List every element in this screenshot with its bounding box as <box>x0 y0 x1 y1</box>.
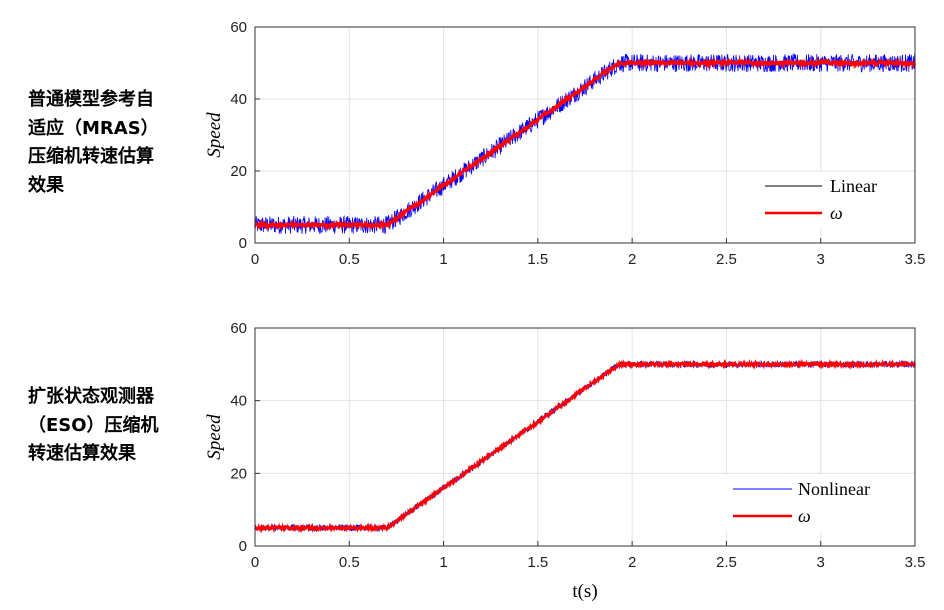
legend-box <box>726 475 910 531</box>
chart-top: 0 0.5 1 1.5 2 2.5 3 3.5 0 20 40 60 <box>230 19 925 268</box>
y-axis-label: Speed <box>204 112 225 158</box>
legend-top: Linear ω <box>758 172 908 228</box>
y-tick-label: 0 <box>239 235 247 252</box>
caption-line: 压缩机转速估算 <box>28 146 154 167</box>
series-omega <box>254 56 917 232</box>
x-tick-label: 3 <box>817 554 825 571</box>
y-tick-label: 40 <box>230 393 247 410</box>
x-tick-label: 3 <box>817 251 825 268</box>
y-tick-label: 60 <box>230 320 247 337</box>
x-tick-label: 0 <box>251 251 259 268</box>
x-tick-label: 0.5 <box>339 554 360 571</box>
caption-line: 普通模型参考自 <box>28 89 154 110</box>
x-tick-label: 1 <box>439 554 447 571</box>
x-tick-label: 2.5 <box>716 554 737 571</box>
y-tick-label: 0 <box>239 538 247 555</box>
x-tick-label: 2 <box>628 251 636 268</box>
x-tick-label: 1.5 <box>527 554 548 571</box>
x-tick-label: 3.5 <box>905 554 926 571</box>
caption-bottom: 扩张状态观测器 （ESO）压缩机 转速估算效果 <box>28 383 159 469</box>
legend-bottom: Nonlinear ω <box>726 475 910 531</box>
caption-line: 转速估算效果 <box>28 443 136 464</box>
legend-label: ω <box>798 506 811 526</box>
y-tick-label: 40 <box>230 91 247 108</box>
legend-label: Linear <box>830 176 877 196</box>
x-tick-label: 3.5 <box>905 251 926 268</box>
caption-line: （ESO）压缩机 <box>28 414 159 436</box>
x-tick-label: 1.5 <box>527 251 548 268</box>
legend-label: ω <box>830 203 843 223</box>
y-tick-label: 20 <box>230 465 247 482</box>
x-tick-label: 0.5 <box>339 251 360 268</box>
x-tick-label: 1 <box>439 251 447 268</box>
series-omega <box>254 358 917 534</box>
caption-line: 扩张状态观测器 <box>28 386 154 407</box>
y-tick-label: 20 <box>230 163 247 180</box>
x-axis-label: t(s) <box>572 581 597 602</box>
caption-line: 适应（MRAS） <box>28 117 159 139</box>
caption-line: 效果 <box>28 174 64 196</box>
x-tick-label: 2.5 <box>716 251 737 268</box>
x-tick-label: 2 <box>628 554 636 571</box>
legend-box <box>758 172 908 228</box>
axes-frame <box>254 327 916 547</box>
y-axis-label: Speed <box>204 414 225 460</box>
axes-frame <box>254 26 916 244</box>
caption-top: 普通模型参考自 适应（MRAS） 压缩机转速估算 效果 <box>28 86 159 200</box>
legend-label: Nonlinear <box>798 479 870 499</box>
y-tick-label: 60 <box>230 19 247 36</box>
chart-bottom: 0 0.5 1 1.5 2 2.5 3 3.5 0 20 40 60 <box>230 320 925 571</box>
x-tick-label: 0 <box>251 554 259 571</box>
